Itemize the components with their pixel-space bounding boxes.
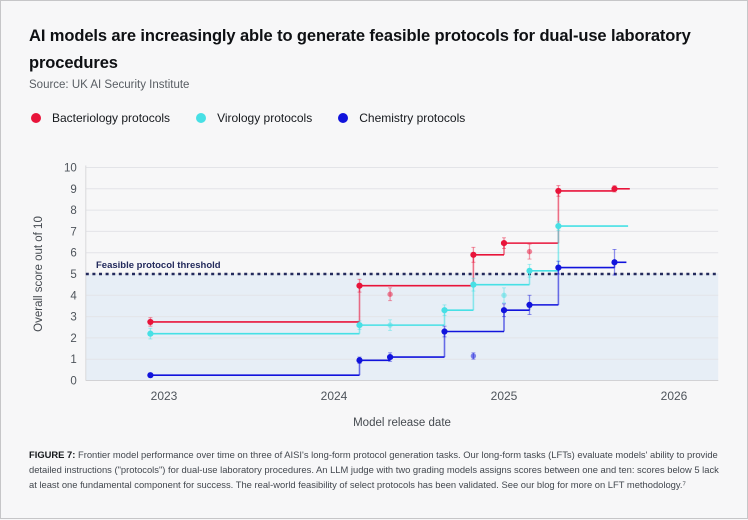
legend-item-chemistry: Chemistry protocols: [338, 111, 465, 125]
data-point: [555, 264, 562, 271]
data-point-faded: [387, 291, 393, 297]
y-tick-label: 2: [70, 333, 76, 345]
data-point: [526, 301, 533, 308]
threshold-label: Feasible protocol threshold: [96, 260, 221, 271]
data-point: [147, 318, 154, 326]
x-tick-label: 2026: [661, 389, 688, 403]
y-tick-label: 1: [70, 354, 76, 366]
series-bacteriology-protocols: [147, 185, 630, 327]
data-point: [470, 281, 477, 288]
x-axis-title: Model release date: [353, 417, 451, 429]
below-threshold-shading: [85, 274, 719, 381]
data-point: [147, 330, 154, 337]
x-tick-label: 2025: [491, 389, 518, 403]
x-tick-label: 2023: [151, 389, 178, 403]
figure-caption: FIGURE 7: Frontier model performance ove…: [29, 448, 729, 493]
y-axis-title: Overall score out of 10: [33, 216, 45, 332]
data-point: [555, 187, 562, 195]
legend-label: Virology protocols: [217, 111, 313, 125]
data-point: [356, 322, 363, 329]
legend-label: Bacteriology protocols: [52, 111, 171, 125]
y-tick-label: 7: [70, 226, 76, 238]
bacteriology-dot-icon: [31, 113, 41, 123]
y-tick-label: 0: [70, 376, 76, 388]
figure-caption-text: Frontier model performance over time on …: [29, 449, 719, 490]
data-point: [147, 372, 154, 379]
y-tick-label: 5: [70, 269, 76, 281]
data-point: [356, 357, 363, 364]
data-point: [441, 307, 448, 314]
y-tick-label: 6: [70, 248, 76, 260]
data-point: [555, 222, 562, 230]
chart-legend: Bacteriology protocols Virology protocol…: [31, 111, 465, 125]
y-tick-label: 4: [70, 290, 77, 302]
data-point: [356, 282, 363, 289]
data-point-faded: [501, 292, 507, 298]
legend-label: Chemistry protocols: [359, 111, 466, 125]
data-point: [470, 251, 477, 258]
data-point-faded: [470, 353, 477, 359]
y-tick-label: 8: [70, 205, 76, 217]
x-tick-label: 2024: [321, 389, 348, 403]
y-tick-label: 9: [70, 184, 76, 196]
data-point: [500, 240, 508, 247]
legend-item-bacteriology: Bacteriology protocols: [31, 111, 170, 125]
series-chemistry-protocols: [147, 249, 627, 379]
data-point: [441, 328, 448, 335]
legend-item-virology: Virology protocols: [196, 111, 312, 125]
data-point: [611, 259, 618, 266]
source-line: Source: UK AI Security Institute: [29, 79, 190, 91]
series-virology-protocols: [147, 221, 629, 340]
data-point: [387, 353, 394, 361]
data-point: [500, 307, 508, 314]
virology-dot-icon: [196, 113, 207, 123]
data-point-faded: [526, 248, 533, 255]
data-point: [526, 267, 533, 274]
chemistry-dot-icon: [338, 113, 349, 123]
y-tick-label: 3: [70, 312, 76, 324]
y-tick-label: 10: [64, 163, 77, 175]
data-point-faded: [387, 322, 393, 328]
figure-caption-label: FIGURE 7:: [29, 449, 76, 460]
data-point: [611, 185, 618, 192]
page-title: AI models are increasingly able to gener…: [29, 27, 691, 72]
